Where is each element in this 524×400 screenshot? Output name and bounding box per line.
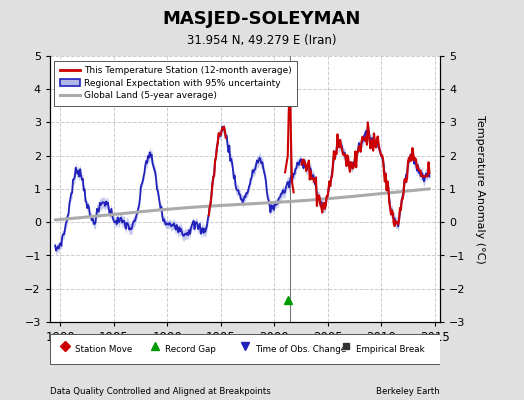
Text: MASJED-SOLEYMAN: MASJED-SOLEYMAN <box>163 10 361 28</box>
Text: 31.954 N, 49.279 E (Iran): 31.954 N, 49.279 E (Iran) <box>187 34 337 47</box>
FancyBboxPatch shape <box>50 334 440 364</box>
Text: Time of Obs. Change: Time of Obs. Change <box>255 344 346 354</box>
Text: Empirical Break: Empirical Break <box>356 344 425 354</box>
Text: Berkeley Earth: Berkeley Earth <box>376 387 440 396</box>
Text: Record Gap: Record Gap <box>165 344 216 354</box>
Text: Station Move: Station Move <box>75 344 133 354</box>
Legend: This Temperature Station (12-month average), Regional Expectation with 95% uncer: This Temperature Station (12-month avera… <box>54 60 297 106</box>
Y-axis label: Temperature Anomaly (°C): Temperature Anomaly (°C) <box>475 115 485 263</box>
Text: Data Quality Controlled and Aligned at Breakpoints: Data Quality Controlled and Aligned at B… <box>50 387 270 396</box>
